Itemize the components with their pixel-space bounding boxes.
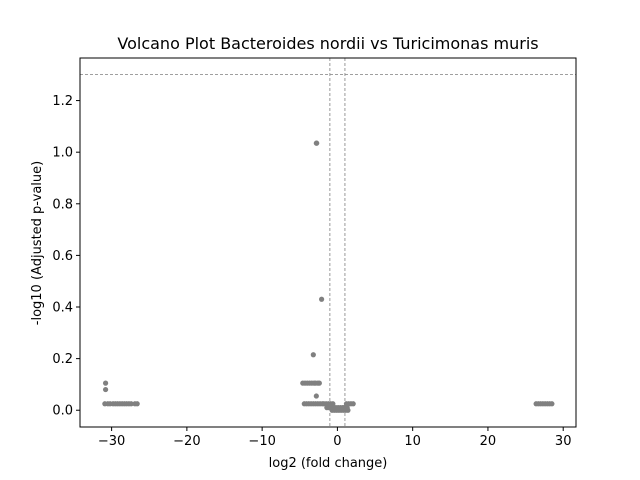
data-point [549, 401, 555, 407]
x-tick-label: −10 [248, 434, 275, 449]
data-point [319, 296, 325, 302]
y-tick-label: 0.6 [52, 249, 73, 264]
y-axis-ticks: 0.0 0.2 0.4 0.6 0.8 1.0 1.2 [52, 94, 80, 419]
data-point [316, 380, 322, 386]
y-tick-label: 1.0 [52, 146, 73, 161]
data-point [102, 386, 109, 393]
x-tick-label: −20 [173, 434, 200, 449]
x-tick-label: 0 [333, 434, 341, 449]
x-axis-label: log2 (fold change) [269, 456, 388, 471]
plot-frame [79, 57, 577, 428]
y-tick-label: 0.0 [52, 404, 73, 419]
data-point [102, 380, 109, 386]
data-point [128, 401, 134, 407]
y-tick-label: 0.8 [52, 197, 73, 212]
data-point [310, 352, 316, 358]
x-axis-ticks: −30 −20 −10 0 10 20 30 [98, 427, 572, 449]
x-tick-label: 10 [404, 434, 421, 449]
y-tick-label: 0.2 [52, 352, 73, 367]
y-tick-label: 1.2 [52, 94, 73, 109]
data-points [102, 140, 555, 413]
plot-area [79, 57, 577, 428]
data-point [314, 140, 320, 146]
y-tick-label: 0.4 [52, 301, 73, 316]
chart-title: Volcano Plot Bacteroides nordii vs Turic… [117, 34, 538, 53]
y-axis-label: -log10 (Adjusted p-value) [30, 161, 45, 325]
x-tick-label: −30 [98, 434, 125, 449]
data-point [350, 401, 356, 407]
x-tick-label: 30 [555, 434, 572, 449]
data-point [313, 393, 319, 399]
x-tick-label: 20 [480, 434, 497, 449]
data-point [134, 401, 140, 407]
reference-lines [80, 58, 576, 427]
